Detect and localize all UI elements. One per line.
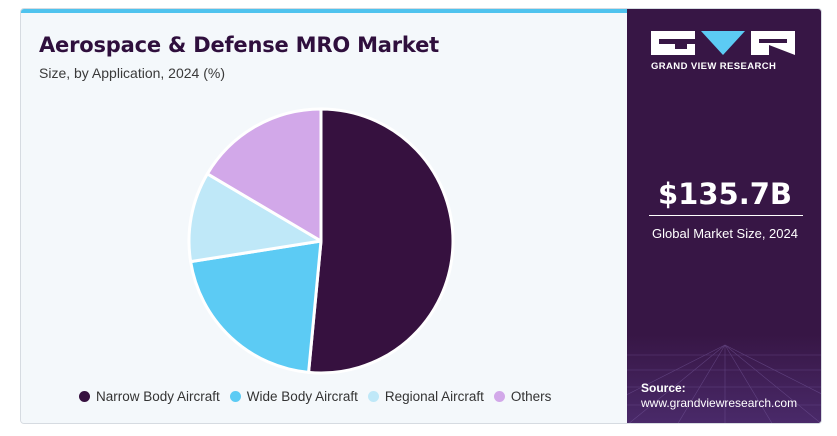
legend-dot-wide-body: [229, 391, 241, 402]
logo-r-mark-icon: [751, 31, 795, 55]
legend-label-others: Others: [510, 389, 552, 404]
chart-subtitle: Size, by Application, 2024 (%): [39, 65, 225, 81]
chart-title: Aerospace & Defense MRO Market: [39, 33, 440, 57]
logo-brand-text: GRAND VIEW RESEARCH: [651, 61, 777, 72]
logo-marks: [651, 31, 801, 55]
chart-panel: Aerospace & Defense MRO Market Size, by …: [21, 13, 627, 423]
grand-view-research-logo: GRAND VIEW RESEARCH: [651, 31, 801, 72]
market-size-value: $135.7B: [657, 177, 792, 211]
chart-card: Aerospace & Defense MRO Market Size, by …: [20, 8, 822, 424]
logo-v-mark-icon: [701, 31, 745, 55]
pie-chart: [187, 107, 455, 375]
pie-slice-narrow-body: [307, 107, 455, 375]
top-accent-bar: [21, 9, 627, 13]
legend-dot-regional: [367, 391, 379, 402]
source-note: Source: www.grandviewresearch.com: [641, 381, 797, 411]
summary-panel: GRAND VIEW RESEARCH $135.7B Global Marke…: [627, 9, 821, 423]
legend-dot-others: [493, 391, 505, 402]
legend-item-others: Others: [493, 389, 552, 404]
legend-item-wide-body: Wide Body Aircraft: [229, 389, 358, 404]
source-label: Source:: [641, 381, 686, 395]
legend-item-regional: Regional Aircraft: [367, 389, 484, 404]
legend-label-wide-body: Wide Body Aircraft: [246, 389, 358, 404]
pie-slice-wide-body: [189, 239, 323, 374]
market-size-label: Global Market Size, 2024: [652, 226, 798, 241]
legend-dot-narrow-body: [79, 391, 90, 402]
decorative-grid: [627, 335, 821, 423]
logo-g-mark-icon: [651, 31, 695, 55]
pie-slice-regional: [187, 172, 323, 264]
source-url: www.grandviewresearch.com: [641, 396, 798, 410]
legend-label-regional: Regional Aircraft: [384, 389, 484, 404]
chart-legend: Narrow Body Aircraft Wide Body Aircraft …: [79, 389, 561, 404]
pie-slice-others: [205, 107, 323, 243]
value-divider: [649, 215, 803, 216]
legend-label-narrow-body: Narrow Body Aircraft: [96, 389, 220, 404]
legend-item-narrow-body: Narrow Body Aircraft: [79, 389, 220, 404]
